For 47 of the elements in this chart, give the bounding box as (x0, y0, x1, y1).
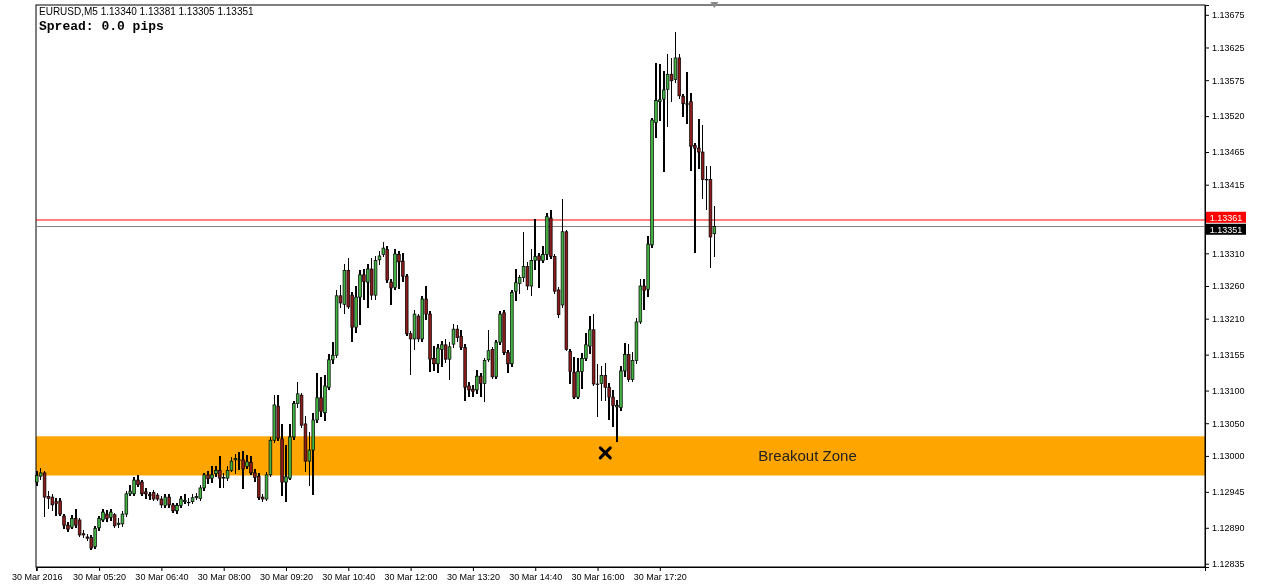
y-tick-label: 1.13520 (1212, 111, 1245, 122)
x-tick-label: 30 Mar 06:40 (135, 572, 189, 583)
x-tick-label: 30 Mar 10:40 (322, 572, 376, 583)
candlestick (237, 452, 241, 470)
candlestick (233, 453, 238, 475)
x-tick-label: 30 Mar 13:20 (446, 572, 500, 583)
candlestick (218, 456, 222, 489)
x-tick-label: 30 Mar 09:20 (259, 572, 314, 583)
candlestick (366, 263, 370, 309)
candlestick (241, 451, 245, 489)
candlestick (475, 369, 479, 394)
y-tick-label: 1.13415 (1212, 180, 1245, 191)
x-tick-label: 30 Mar 2016 (12, 572, 63, 583)
y-tick-label: 1.13465 (1212, 147, 1245, 158)
band-label: Breakout Zone (758, 446, 857, 464)
y-tick-label: 1.13155 (1212, 350, 1245, 360)
x-tick-label: 30 Mar 05:20 (73, 572, 127, 583)
candlestick (54, 498, 58, 516)
ref-line-label: 1.13351 (1209, 224, 1243, 235)
x-tick-label: 30 Mar 16:00 (571, 572, 625, 583)
candlestick (436, 344, 440, 374)
candlestick (362, 268, 366, 300)
y-tick-label: 1.13625 (1212, 42, 1245, 53)
y-tick-label: 1.13675 (1212, 10, 1245, 21)
x-tick-label: 30 Mar 17:20 (633, 572, 687, 583)
y-tick-label: 1.13260 (1212, 281, 1245, 292)
y-tick-label: 1.12945 (1212, 487, 1245, 498)
candlestick (319, 377, 323, 417)
x-tick-label: 30 Mar 12:00 (384, 572, 438, 583)
chart-title: EURUSD,M5 1.13340 1.13381 1.13305 1.13351 (39, 6, 255, 17)
x-tick-label: 30 Mar 08:00 (197, 572, 251, 583)
x-tick-label: 30 Mar 14:40 (509, 572, 563, 583)
y-tick-label: 1.13310 (1212, 248, 1245, 259)
y-tick-label: 1.12890 (1212, 523, 1245, 534)
y-tick-label: 1.12835 (1212, 559, 1245, 570)
candlestick (210, 466, 214, 483)
y-tick-label: 1.13210 (1212, 314, 1245, 325)
y-tick-label: 1.13050 (1212, 418, 1245, 429)
annotation: Spread: 0.0 pips (39, 19, 165, 34)
y-tick-label: 1.13575 (1212, 75, 1245, 86)
candlestick (397, 250, 401, 289)
ref-line-label: 1.13361 (1209, 212, 1243, 223)
candlestick (147, 491, 152, 500)
y-tick-label: 1.13000 (1212, 451, 1245, 462)
candlestick (257, 472, 261, 500)
y-tick-label: 1.13100 (1212, 385, 1245, 396)
candlestick (183, 494, 187, 505)
